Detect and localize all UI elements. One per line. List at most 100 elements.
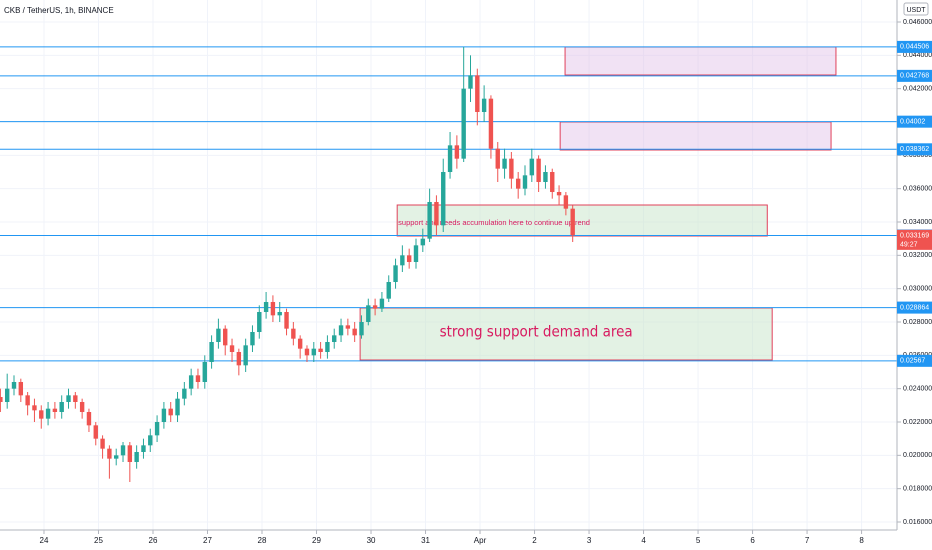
candle-body <box>93 425 98 439</box>
candle-body <box>154 422 160 436</box>
currency-box[interactable] <box>903 2 929 16</box>
y-tick-label: 0.028000 <box>903 319 932 326</box>
candle-body <box>195 375 201 382</box>
y-tick-label: 0.034000 <box>903 219 932 226</box>
x-tick-label: 7 <box>805 536 810 545</box>
candle-body <box>304 348 310 356</box>
candle-body <box>420 238 426 246</box>
candle-body <box>4 388 10 402</box>
candle-body <box>332 335 337 342</box>
candle-body <box>59 402 64 412</box>
last-price-label: 0.033169 <box>900 233 929 240</box>
level-label: 0.042768 <box>900 73 929 80</box>
level-tag <box>897 69 932 82</box>
y-tick-label: 0.016000 <box>903 519 932 526</box>
candle-body <box>45 408 51 419</box>
candle-body <box>297 338 303 349</box>
candle-body <box>556 192 562 196</box>
candle-body <box>529 158 535 176</box>
currency-label: USDT <box>906 7 926 14</box>
candle-body <box>18 382 24 396</box>
candle-body <box>475 75 480 112</box>
x-tick-label: 29 <box>312 536 321 545</box>
y-tick-label: 0.018000 <box>903 486 932 493</box>
candle-body <box>502 158 507 169</box>
candle-body <box>188 375 194 389</box>
candle-body <box>216 328 221 342</box>
y-tick-label: 0.030000 <box>903 286 932 293</box>
candle-body <box>413 245 419 262</box>
candle-body <box>114 455 119 459</box>
candle-body <box>515 178 521 189</box>
zone-label: strong support demand area <box>440 323 633 341</box>
candle-body <box>379 298 385 309</box>
chart-title: CKB / TetherUS, 1h, BINANCE <box>4 6 114 15</box>
candle-body <box>182 388 187 399</box>
candle-body <box>25 395 30 406</box>
candle-body <box>386 282 391 299</box>
candle-body <box>11 382 17 389</box>
candle-body <box>100 438 105 449</box>
y-tick-label: 0.042000 <box>903 86 932 93</box>
y-tick-label: 0.020000 <box>903 452 932 459</box>
candle-body <box>434 202 439 226</box>
x-tick-label: Apr <box>474 536 487 545</box>
zone <box>359 307 773 361</box>
candle-body <box>393 265 398 282</box>
candle-body <box>570 208 575 236</box>
candle-body <box>352 328 357 336</box>
candle-body <box>468 75 473 89</box>
candle-body <box>400 255 405 266</box>
axes: 0.016000 0.018000 0.020000 0.022000 0.024000… <box>40 19 932 545</box>
candle-body <box>223 328 228 346</box>
candle-body <box>495 148 500 169</box>
level-label: 0.02567 <box>900 358 925 365</box>
candle-body <box>120 445 126 456</box>
x-tick-label: 8 <box>859 536 864 545</box>
candle-body <box>550 172 555 192</box>
candle-body <box>427 202 432 239</box>
x-tick-label: 5 <box>696 536 701 545</box>
x-tick-label: 26 <box>149 536 158 545</box>
candle-body <box>243 345 248 366</box>
candle-body <box>148 435 153 446</box>
countdown: 49:27 <box>900 242 918 249</box>
candle-body <box>66 395 71 402</box>
x-tick-label: 27 <box>203 536 212 545</box>
candle-body <box>447 145 453 172</box>
candle-body <box>209 342 214 362</box>
candle-body <box>522 175 528 189</box>
y-tick-label: 0.032000 <box>903 252 932 259</box>
x-tick-label: 4 <box>641 536 646 545</box>
levels <box>0 46 897 362</box>
candle-body <box>318 348 323 352</box>
x-tick-label: 25 <box>94 536 103 545</box>
candle-body <box>250 332 255 346</box>
x-tick-label: 2 <box>532 536 537 545</box>
candle-body <box>543 172 548 182</box>
candle-body <box>73 395 78 402</box>
level-tag <box>897 40 932 53</box>
candle-body <box>488 98 494 149</box>
candle-body <box>0 397 3 402</box>
candle-body <box>79 402 85 412</box>
y-tick-label: 0.024000 <box>903 386 932 393</box>
last-price-tag <box>897 229 932 250</box>
candle-body <box>372 305 378 309</box>
candle-body <box>359 322 364 336</box>
candle-body <box>461 88 466 159</box>
level-tag <box>897 354 932 367</box>
candle-body <box>509 158 514 179</box>
candle-body <box>284 312 289 329</box>
candle-body <box>52 408 58 412</box>
level-tag <box>897 143 932 156</box>
x-tick-label: 31 <box>421 536 430 545</box>
zone-label: support and needs accumulation here to c… <box>398 218 590 227</box>
candle-body <box>406 255 412 262</box>
x-tick-label: 3 <box>587 536 592 545</box>
candle-body <box>134 452 139 462</box>
candle-body <box>175 398 180 416</box>
candle-body <box>366 305 371 322</box>
candle-body <box>39 410 44 419</box>
